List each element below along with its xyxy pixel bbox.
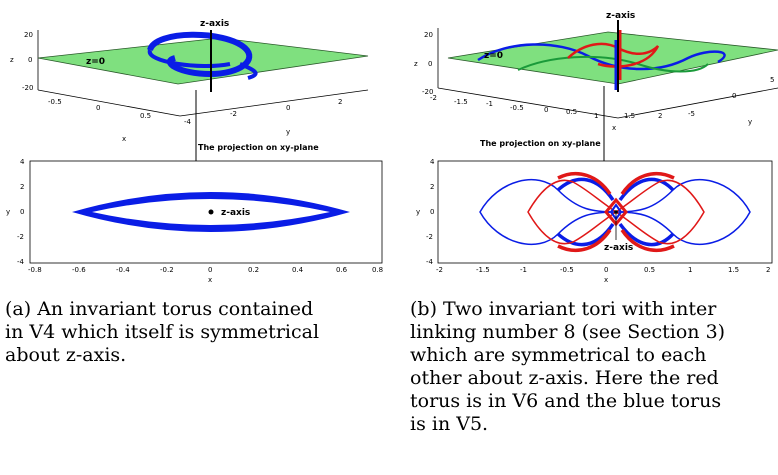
panel-b-2d-x-tick: -2 bbox=[436, 266, 443, 274]
panel-a-3d-x-tick: 0.5 bbox=[140, 112, 151, 120]
panel-b-2d-y-tick: 4 bbox=[430, 158, 435, 166]
panel-a-2d-x-tick: 0.6 bbox=[336, 266, 348, 274]
panel-a-2d-x-tick: -0.2 bbox=[160, 266, 174, 274]
panel-b-3d-x-tick: 0.5 bbox=[566, 108, 577, 116]
panel-a-2d-x-tick: -0.8 bbox=[28, 266, 42, 274]
panel-b-3d-x-tick: 0 bbox=[544, 106, 548, 114]
panel-a-projection-label: The projection on xy-plane bbox=[198, 143, 319, 152]
panel-b-3d-y-tick: 0 bbox=[732, 92, 736, 100]
panel-a-2d-y-tick: -4 bbox=[17, 258, 25, 266]
panel-b-3d-y-tick: 5 bbox=[770, 76, 774, 84]
panel-b-2d-x-tick: 0 bbox=[604, 266, 608, 274]
panel-a-2d-x-tick: 0.4 bbox=[292, 266, 304, 274]
panel-a-3d-y-tick: -2 bbox=[230, 110, 237, 118]
panel-a-2d-y-tick: 2 bbox=[20, 183, 24, 191]
panel-b-2d-y-tick: 2 bbox=[430, 183, 434, 191]
panel-b-blue-curve bbox=[477, 43, 726, 71]
caption-b-line: which are symmetrical to each bbox=[410, 344, 707, 366]
panel-a-3d-y-tick: 2 bbox=[338, 98, 342, 106]
caption-a: (a) An invariant torus contained in V4 w… bbox=[5, 298, 383, 367]
panel-b-2d-x-label: x bbox=[604, 276, 608, 284]
panel-a-2d-y-tick: 0 bbox=[20, 208, 24, 216]
panel-b-z-axis-label: z-axis bbox=[606, 11, 635, 21]
panel-a-3d-z-tick: 20 bbox=[24, 31, 33, 39]
panel-b-3d-x-tick: 1.5 bbox=[624, 112, 635, 120]
panel-b-3d-z-tick: 0 bbox=[428, 60, 432, 68]
panel-b-2d-plot: z-axis 4 2 0 -2 -4 y -2 -1.5 -1 -0.5 0 0… bbox=[416, 158, 773, 284]
caption-b-line: other about z-axis. Here the red bbox=[410, 367, 719, 389]
panel-b-3d-x-tick: -2 bbox=[430, 94, 437, 102]
caption-a-line: about z-axis. bbox=[5, 344, 127, 366]
panel-a-2d-x-tick: 0.8 bbox=[372, 266, 383, 274]
panel-a-z-axis-label: z-axis bbox=[200, 19, 229, 29]
panel-a-3d-y-tick: 0 bbox=[286, 104, 290, 112]
caption-b-line: linking number 8 (see Section 3) bbox=[410, 321, 726, 343]
panel-b-3d-x-tick: -0.5 bbox=[510, 104, 524, 112]
caption-a-line: in V4 which itself is symmetrical bbox=[5, 321, 320, 343]
caption-b-line: (b) Two invariant tori with inter bbox=[410, 298, 717, 320]
panel-a-figure: z-axis z=0 20 0 -20 z -0.5 0 0.5 x -4 -2… bbox=[6, 19, 383, 284]
panel-a-2d-plot: z-axis 4 2 0 -2 -4 y -0.8 -0.6 -0.4 -0.2… bbox=[6, 158, 383, 284]
panel-b-2d-x-tick: -0.5 bbox=[560, 266, 574, 274]
panel-a-2d-x-tick: 0.2 bbox=[248, 266, 259, 274]
panel-b-2d-x-tick: 1 bbox=[688, 266, 692, 274]
panel-b-2d-x-tick: 2 bbox=[766, 266, 770, 274]
panel-a-3d-z-tick: 0 bbox=[28, 56, 32, 64]
panel-b-figure: z-axis z=0 20 0 -20 z -2 -1.5 -1 -0.5 0 … bbox=[414, 11, 778, 284]
panel-b-red-projection bbox=[527, 179, 705, 245]
panel-a-2d-y-tick: -2 bbox=[17, 233, 24, 241]
panel-b-2d-x-tick: 1.5 bbox=[728, 266, 739, 274]
panel-a-2d-z-axis-label: z-axis bbox=[221, 208, 250, 218]
panel-b-2d-y-tick: -4 bbox=[426, 258, 434, 266]
panel-b-3d-x-tick: 1 bbox=[594, 112, 598, 120]
panel-a-2d-x-tick: 0 bbox=[208, 266, 212, 274]
panel-b-3d-plot: z-axis z=0 20 0 -20 z -2 -1.5 -1 -0.5 0 … bbox=[414, 11, 778, 132]
caption-a-line: (a) An invariant torus contained bbox=[5, 298, 314, 320]
panel-a-3d-y-tick: -4 bbox=[184, 118, 192, 126]
panel-a-3d-y-label: y bbox=[286, 128, 290, 136]
panel-a-2d-y-label: y bbox=[6, 208, 10, 216]
panel-a-2d-x-tick: -0.6 bbox=[72, 266, 86, 274]
panel-a-3d-z-tick: -20 bbox=[22, 84, 33, 92]
panel-b-3d-z-tick: 20 bbox=[424, 31, 433, 39]
panel-b-plane-label: z=0 bbox=[484, 51, 503, 61]
caption-b-line: torus is in V6 and the blue torus bbox=[410, 390, 722, 412]
panel-b-3d-x-tick: -1 bbox=[486, 100, 493, 108]
panel-b-2d-x-tick: 0.5 bbox=[644, 266, 655, 274]
panel-b-2d-y-tick: -2 bbox=[426, 233, 433, 241]
panel-b-blue-projection bbox=[479, 178, 751, 246]
panel-b-3d-z-tick: -20 bbox=[422, 88, 433, 96]
panel-a-3d-z-label: z bbox=[10, 56, 14, 64]
panel-b-3d-y-label: y bbox=[748, 118, 752, 126]
panel-a-2d-x-label: x bbox=[208, 276, 212, 284]
panel-b-3d-x-tick: -1.5 bbox=[454, 98, 468, 106]
panel-b-2d-y-label: y bbox=[416, 208, 420, 216]
panel-a-3d-plot: z-axis z=0 20 0 -20 z -0.5 0 0.5 x -4 -2… bbox=[10, 19, 369, 143]
panel-a-z-axis-point bbox=[208, 209, 214, 215]
panel-b-2d-z-axis-label: z-axis bbox=[604, 243, 633, 253]
panel-b-3d-y-tick: -5 bbox=[688, 110, 695, 118]
panel-a-2d-x-tick: -0.4 bbox=[116, 266, 130, 274]
caption-b: (b) Two invariant tori with inter linkin… bbox=[410, 298, 778, 436]
panel-a-3d-x-label: x bbox=[122, 135, 126, 143]
panel-a-3d-x-tick: 0 bbox=[96, 104, 100, 112]
panel-b-3d-x-label: x bbox=[612, 124, 616, 132]
panel-b-2d-y-tick: 0 bbox=[430, 208, 434, 216]
panel-b-3d-x-tick: 2 bbox=[658, 112, 662, 120]
panel-b-3d-z-label: z bbox=[414, 60, 418, 68]
panel-b-projection-label: The projection on xy-plane bbox=[480, 139, 601, 148]
panel-a-3d-x-tick: -0.5 bbox=[48, 98, 62, 106]
panel-b-red-curve bbox=[567, 42, 660, 68]
caption-b-line: is in V5. bbox=[410, 413, 489, 435]
panel-b-2d-x-tick: -1 bbox=[520, 266, 527, 274]
panel-a-plane bbox=[37, 37, 369, 85]
panel-a-torus bbox=[147, 31, 253, 78]
panel-a-plane-label: z=0 bbox=[86, 57, 105, 67]
panel-a-2d-y-tick: 4 bbox=[20, 158, 25, 166]
panel-b-2d-x-tick: -1.5 bbox=[476, 266, 490, 274]
